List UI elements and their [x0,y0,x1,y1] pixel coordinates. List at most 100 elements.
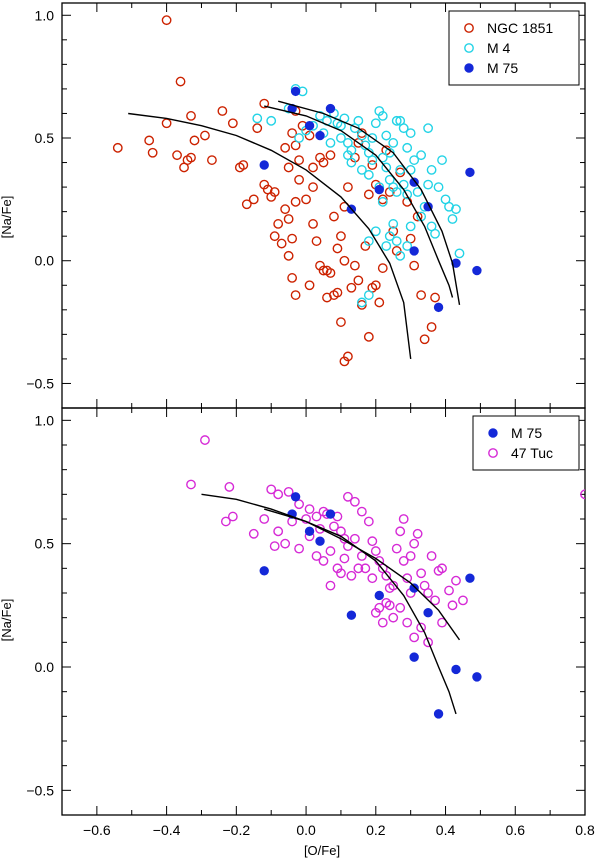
data-point-m-4 [294,133,304,143]
bottom-panel: −0.5 0.0 0.5 1.0 −0.6 −0.4 −0.2 0.0 0.2 0.4 0.6 0.8… [26,407,595,838]
data-point-47-tuc [412,528,423,539]
data-point-47-tuc [409,538,420,549]
data-point-ngc-1851 [280,204,291,215]
data-point-ngc-1851 [217,106,228,116]
data-point-m-4 [353,115,364,126]
data-point-47-tuc [311,511,322,522]
data-point-ngc-1851 [283,250,294,261]
data-point-47-tuc [360,563,371,574]
data-point-47-tuc [266,484,277,495]
data-point-m-4 [384,231,395,242]
data-point-47-tuc [447,600,458,611]
data-point-ngc-1851 [161,15,172,26]
y-tick-label: 0.5 [35,130,55,146]
data-point-ngc-1851 [346,282,357,293]
data-point-m-4 [367,155,378,165]
data-point-m-4 [346,145,357,156]
data-point-47-tuc [294,543,304,554]
data-layer [186,435,585,719]
data-point-47-tuc [437,617,447,628]
data-point-ngc-1851 [276,238,287,249]
legend-label-47-tuc: 47 Tuc [511,445,553,461]
data-point-47-tuc [349,533,360,544]
data-point-m-75 [409,583,419,593]
data-point-47-tuc [430,595,440,606]
data-point-m-4 [398,179,409,190]
top-panel: −0.5 0.0 0.5 1.0 NGC 1851 M 4 M 75 [26,2,586,409]
data-point-47-tuc [580,489,585,500]
data-point-m-4 [315,111,325,121]
data-point-47-tuc [269,541,280,552]
data-point-m-75 [451,664,461,675]
data-point-ngc-1851 [290,196,301,207]
data-point-ngc-1851 [259,98,270,109]
data-point-ngc-1851 [308,162,318,173]
data-point-m-4 [402,241,413,251]
data-point-m-4 [370,226,381,237]
data-point-ngc-1851 [363,331,374,342]
data-point-m-75 [346,610,357,620]
data-point-ngc-1851 [311,236,322,246]
y-tick-label: 1.0 [35,7,55,23]
y-tick-label: 0.0 [35,253,55,269]
data-point-m-4 [395,250,406,261]
data-point-ngc-1851 [416,290,427,300]
x-tick-label: −0.6 [83,822,111,838]
data-point-47-tuc [280,538,291,549]
data-point-ngc-1851 [301,194,311,205]
data-point-m-75 [433,302,444,313]
data-point-m-75 [315,536,325,546]
x-tick-label: −0.2 [223,822,251,838]
data-point-m-75 [315,130,325,141]
data-point-ngc-1851 [273,219,284,229]
data-point-ngc-1851 [283,214,294,224]
data-point-ngc-1851 [294,155,304,165]
data-point-ngc-1851 [252,123,263,134]
data-point-47-tuc [349,496,360,507]
data-point-m-75 [325,509,336,519]
data-point-m-4 [356,165,367,175]
data-point-ngc-1851 [409,260,420,271]
data-point-47-tuc [423,637,433,648]
data-point-ngc-1851 [336,317,346,327]
model-curve [278,100,461,306]
data-point-m-75 [304,121,315,131]
data-point-ngc-1851 [332,287,343,298]
y-tick-label: −0.5 [26,782,54,798]
data-point-47-tuc [384,600,395,611]
data-point-m-75 [304,526,315,537]
model-curve [264,508,457,715]
data-point-ngc-1851 [175,76,186,87]
data-point-ngc-1851 [304,280,315,291]
legend-marker-ngc-1851 [464,23,474,33]
data-point-ngc-1851 [349,260,360,271]
data-point-ngc-1851 [412,211,423,222]
data-point-ngc-1851 [332,243,343,254]
data-point-m-4 [346,157,357,168]
data-point-47-tuc [388,580,399,591]
data-point-m-4 [370,118,381,129]
data-point-47-tuc [325,580,336,591]
data-point-ngc-1851 [430,292,440,303]
data-point-47-tuc [363,516,374,527]
data-point-ngc-1851 [308,182,318,192]
x-tick-label: 0.4 [436,822,456,838]
x-tick-label: 0.0 [296,822,316,838]
data-point-47-tuc [318,556,329,566]
data-point-ngc-1851 [343,182,353,192]
data-point-m-4 [402,142,413,153]
data-point-ngc-1851 [287,128,298,138]
data-point-m-4 [398,123,409,134]
data-point-m-4 [402,189,413,200]
data-point-m-4 [367,133,378,143]
data-point-47-tuc [273,526,284,537]
data-point-m-4 [391,115,402,126]
legend-label-m-75: M 75 [487,60,518,76]
data-point-m-75 [259,160,269,170]
data-point-47-tuc [304,504,315,515]
data-point-ngc-1851 [280,142,291,153]
plot-frame [61,407,586,816]
data-point-ngc-1851 [186,111,196,121]
data-point-47-tuc [220,516,231,527]
